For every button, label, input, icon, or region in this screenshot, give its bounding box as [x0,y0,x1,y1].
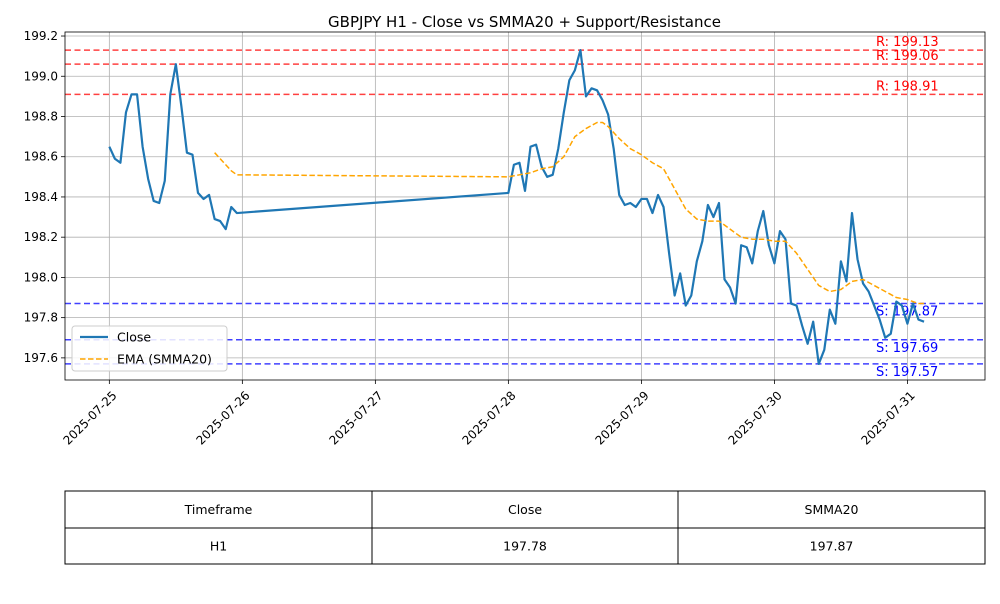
y-tick-label: 198.6 [24,150,58,164]
y-tick-label: 197.6 [24,351,58,365]
x-tick-label: 2025-07-30 [726,388,785,447]
axes-layer: 197.6 197.8 198.0 198.2 198.4 198.6 198.8 199.0… [24,29,986,448]
chart-legend: Close EMA (SMMA20) [71,325,228,372]
series-layer [108,49,925,366]
x-tick-label: 2025-07-28 [459,388,518,447]
summary-table: Timeframe Close SMMA20 H1 197.78 197.87 [64,490,986,565]
table-header-text: Timeframe [184,502,253,517]
series-line-close [108,49,925,366]
table-header-text: Close [508,502,542,517]
table-header-cell [64,490,373,529]
y-tick-label: 198.8 [24,109,58,123]
y-tick-label: 198.0 [24,270,58,284]
y-tick-label: 199.0 [24,69,58,83]
support-resistance-layer: R: 199.13R: 199.06 R: 198.91 S: 197.87 S: 1… [65,35,985,380]
series-line-ema-smma20 [214,121,925,305]
resistance-label: R: 198.91 [876,79,939,94]
table-cell-text: H1 [210,539,227,554]
legend-label: EMA (SMMA20) [117,352,212,367]
y-tick-label: 198.2 [24,230,58,244]
legend-box [71,325,228,372]
resistance-label: R: 199.06 [876,49,939,64]
x-tick-label: 2025-07-27 [326,388,385,447]
support-label: S: 197.87 [876,305,938,320]
y-tick-label: 198.4 [24,190,58,204]
resistance-label: R: 199.13 [876,35,939,50]
legend-label: Close [117,330,151,345]
support-label: S: 197.69 [876,341,938,356]
x-tick-label: 2025-07-29 [593,388,652,447]
table-cell [677,527,986,565]
x-tick-label: 2025-07-31 [859,388,918,447]
support-label: S: 197.57 [876,365,938,380]
table-cell-text: 197.78 [503,539,547,554]
x-tick-label: 2025-07-26 [193,388,252,447]
table-header-cell [677,490,986,529]
y-tick-label: 197.8 [24,311,58,325]
plot-frame [64,31,986,381]
y-tick-label: 199.2 [24,29,58,43]
chart-title: GBPJPY H1 - Close vs SMMA20 + Support/Re… [328,13,721,31]
x-tick-label: 2025-07-25 [60,388,119,447]
table-header-text: SMMA20 [805,502,859,517]
table-cell-text: 197.87 [810,539,854,554]
